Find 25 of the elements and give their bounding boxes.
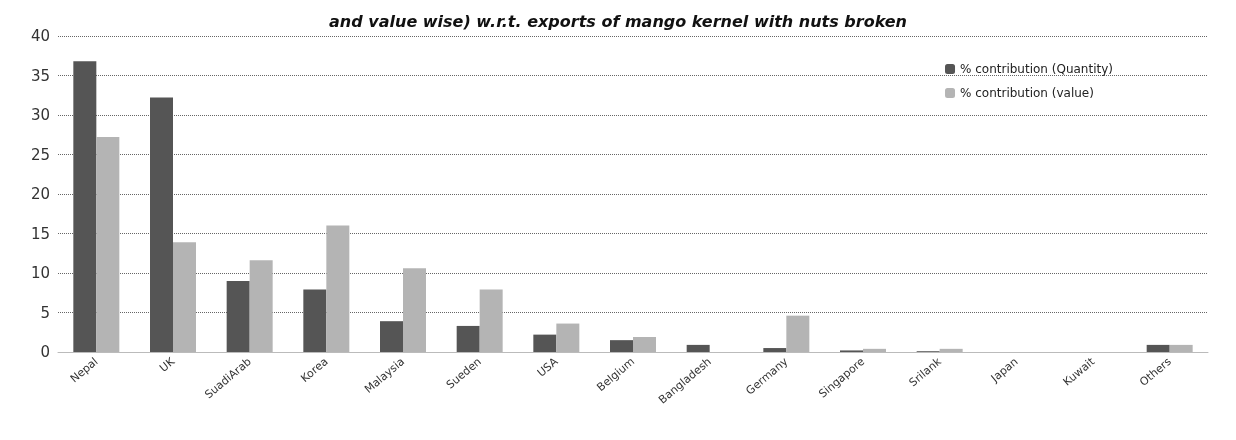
y-tick-label: 5 [40, 303, 50, 322]
bar [73, 61, 97, 352]
bar [533, 334, 557, 352]
bar [1146, 344, 1170, 352]
legend-label: % contribution (value) [960, 86, 1094, 100]
bar [763, 348, 787, 352]
y-tick-label: 0 [40, 343, 50, 361]
bar [456, 325, 480, 352]
bar [610, 340, 633, 352]
y-tick-label: 10 [30, 264, 50, 282]
x-tick-label: UK [157, 354, 178, 375]
legend-label: % contribution (Quantity) [960, 62, 1114, 76]
bar [226, 280, 250, 352]
y-tick-label: 25 [30, 145, 50, 164]
bar [303, 289, 327, 352]
y-tick-label: 15 [30, 224, 50, 243]
y-tick-label: 30 [30, 106, 50, 124]
y-tick-label: 20 [30, 185, 50, 203]
y-tick-label: 40 [30, 27, 50, 45]
chart-title: and value wise) w.r.t. exports of mango kernel with nuts broken [329, 11, 907, 31]
bar [686, 344, 710, 352]
y-tick-label: 35 [30, 66, 50, 85]
bar [150, 97, 173, 352]
bar [380, 321, 403, 352]
x-tick-label: USA [534, 354, 561, 380]
